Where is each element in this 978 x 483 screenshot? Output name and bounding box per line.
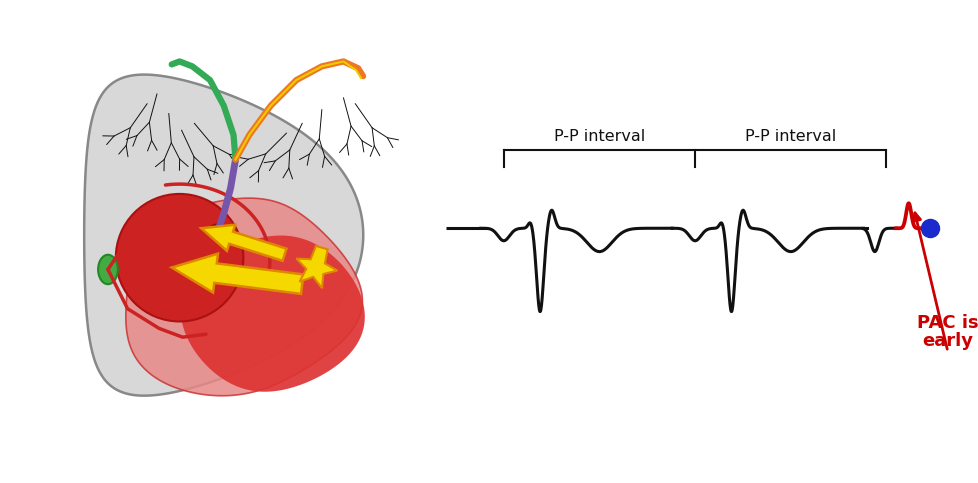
Polygon shape	[181, 236, 365, 392]
Polygon shape	[171, 254, 303, 294]
Ellipse shape	[98, 255, 117, 284]
Polygon shape	[200, 225, 287, 261]
Circle shape	[115, 194, 244, 322]
Polygon shape	[296, 246, 337, 288]
Text: PAC is: PAC is	[916, 314, 978, 332]
Text: early: early	[921, 332, 972, 350]
Text: P-P interval: P-P interval	[554, 129, 645, 144]
Polygon shape	[84, 74, 363, 396]
Ellipse shape	[207, 223, 228, 239]
Polygon shape	[126, 198, 362, 396]
Text: P-P interval: P-P interval	[744, 129, 835, 144]
